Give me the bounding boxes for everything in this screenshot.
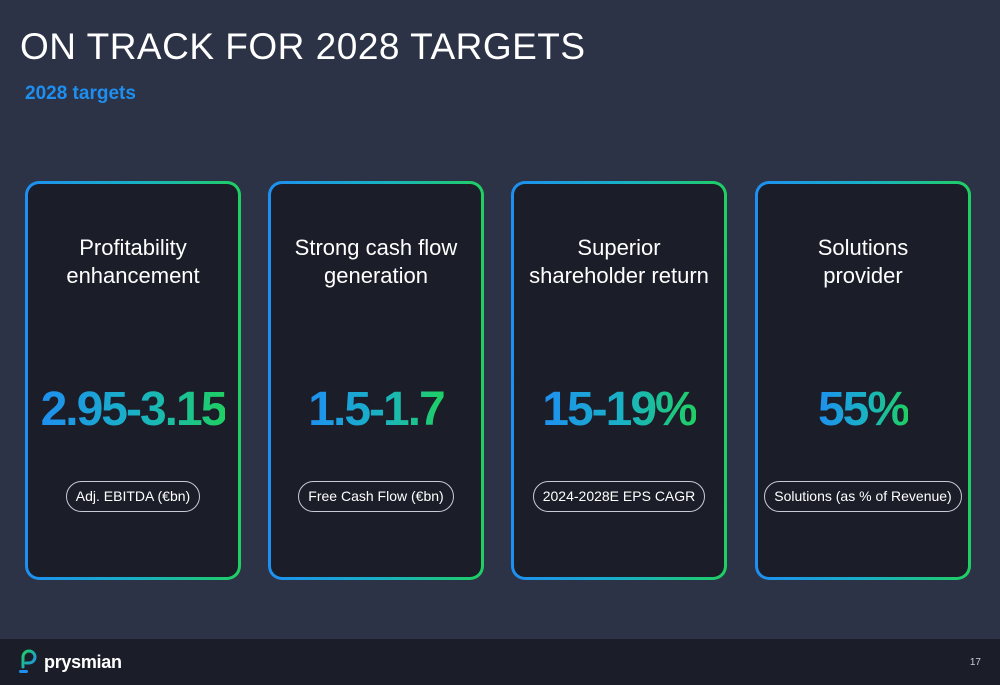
target-card-cash-flow: Strong cash flow generation 1.5-1.7 Free… (268, 181, 484, 580)
card-value-text: 15-19% (542, 383, 697, 436)
card-value: 15-19% (514, 384, 724, 436)
page-subtitle: 2028 targets (25, 83, 136, 104)
target-card-shareholder-return: Superior shareholder return 15-19% 2024-… (511, 181, 727, 580)
card-metric-pill: 2024-2028E EPS CAGR (532, 481, 706, 512)
target-card-profitability: Profitability enhancement 2.95-3.15 Adj.… (25, 181, 241, 580)
target-card-solutions: Solutions provider 55% Solutions (as % o… (755, 181, 971, 580)
card-value: 2.95-3.15 (28, 384, 238, 436)
card-value: 55% (758, 384, 968, 436)
prysmian-logo-icon (19, 649, 37, 673)
footer-bar: prysmian 17 (0, 639, 1000, 685)
logo-text: prysmian (44, 651, 122, 672)
card-title: Superior shareholder return (529, 235, 709, 288)
prysmian-logo: prysmian (18, 649, 122, 675)
card-title: Strong cash flow generation (294, 235, 458, 288)
card-value-text: 2.95-3.15 (40, 383, 228, 436)
card-title: Profitability enhancement (66, 235, 200, 288)
card-metric-pill: Adj. EBITDA (€bn) (65, 481, 201, 512)
card-value-text: 1.5-1.7 (308, 383, 445, 436)
card-title: Solutions provider (817, 235, 909, 288)
card-metric-pill: Free Cash Flow (€bn) (298, 481, 454, 512)
page-number: 17 (969, 657, 981, 668)
page-title: ON TRACK FOR 2028 TARGETS (20, 26, 586, 67)
card-value-text: 55% (817, 383, 910, 436)
card-value: 1.5-1.7 (271, 384, 481, 436)
card-metric-pill: Solutions (as % of Revenue) (764, 481, 962, 512)
